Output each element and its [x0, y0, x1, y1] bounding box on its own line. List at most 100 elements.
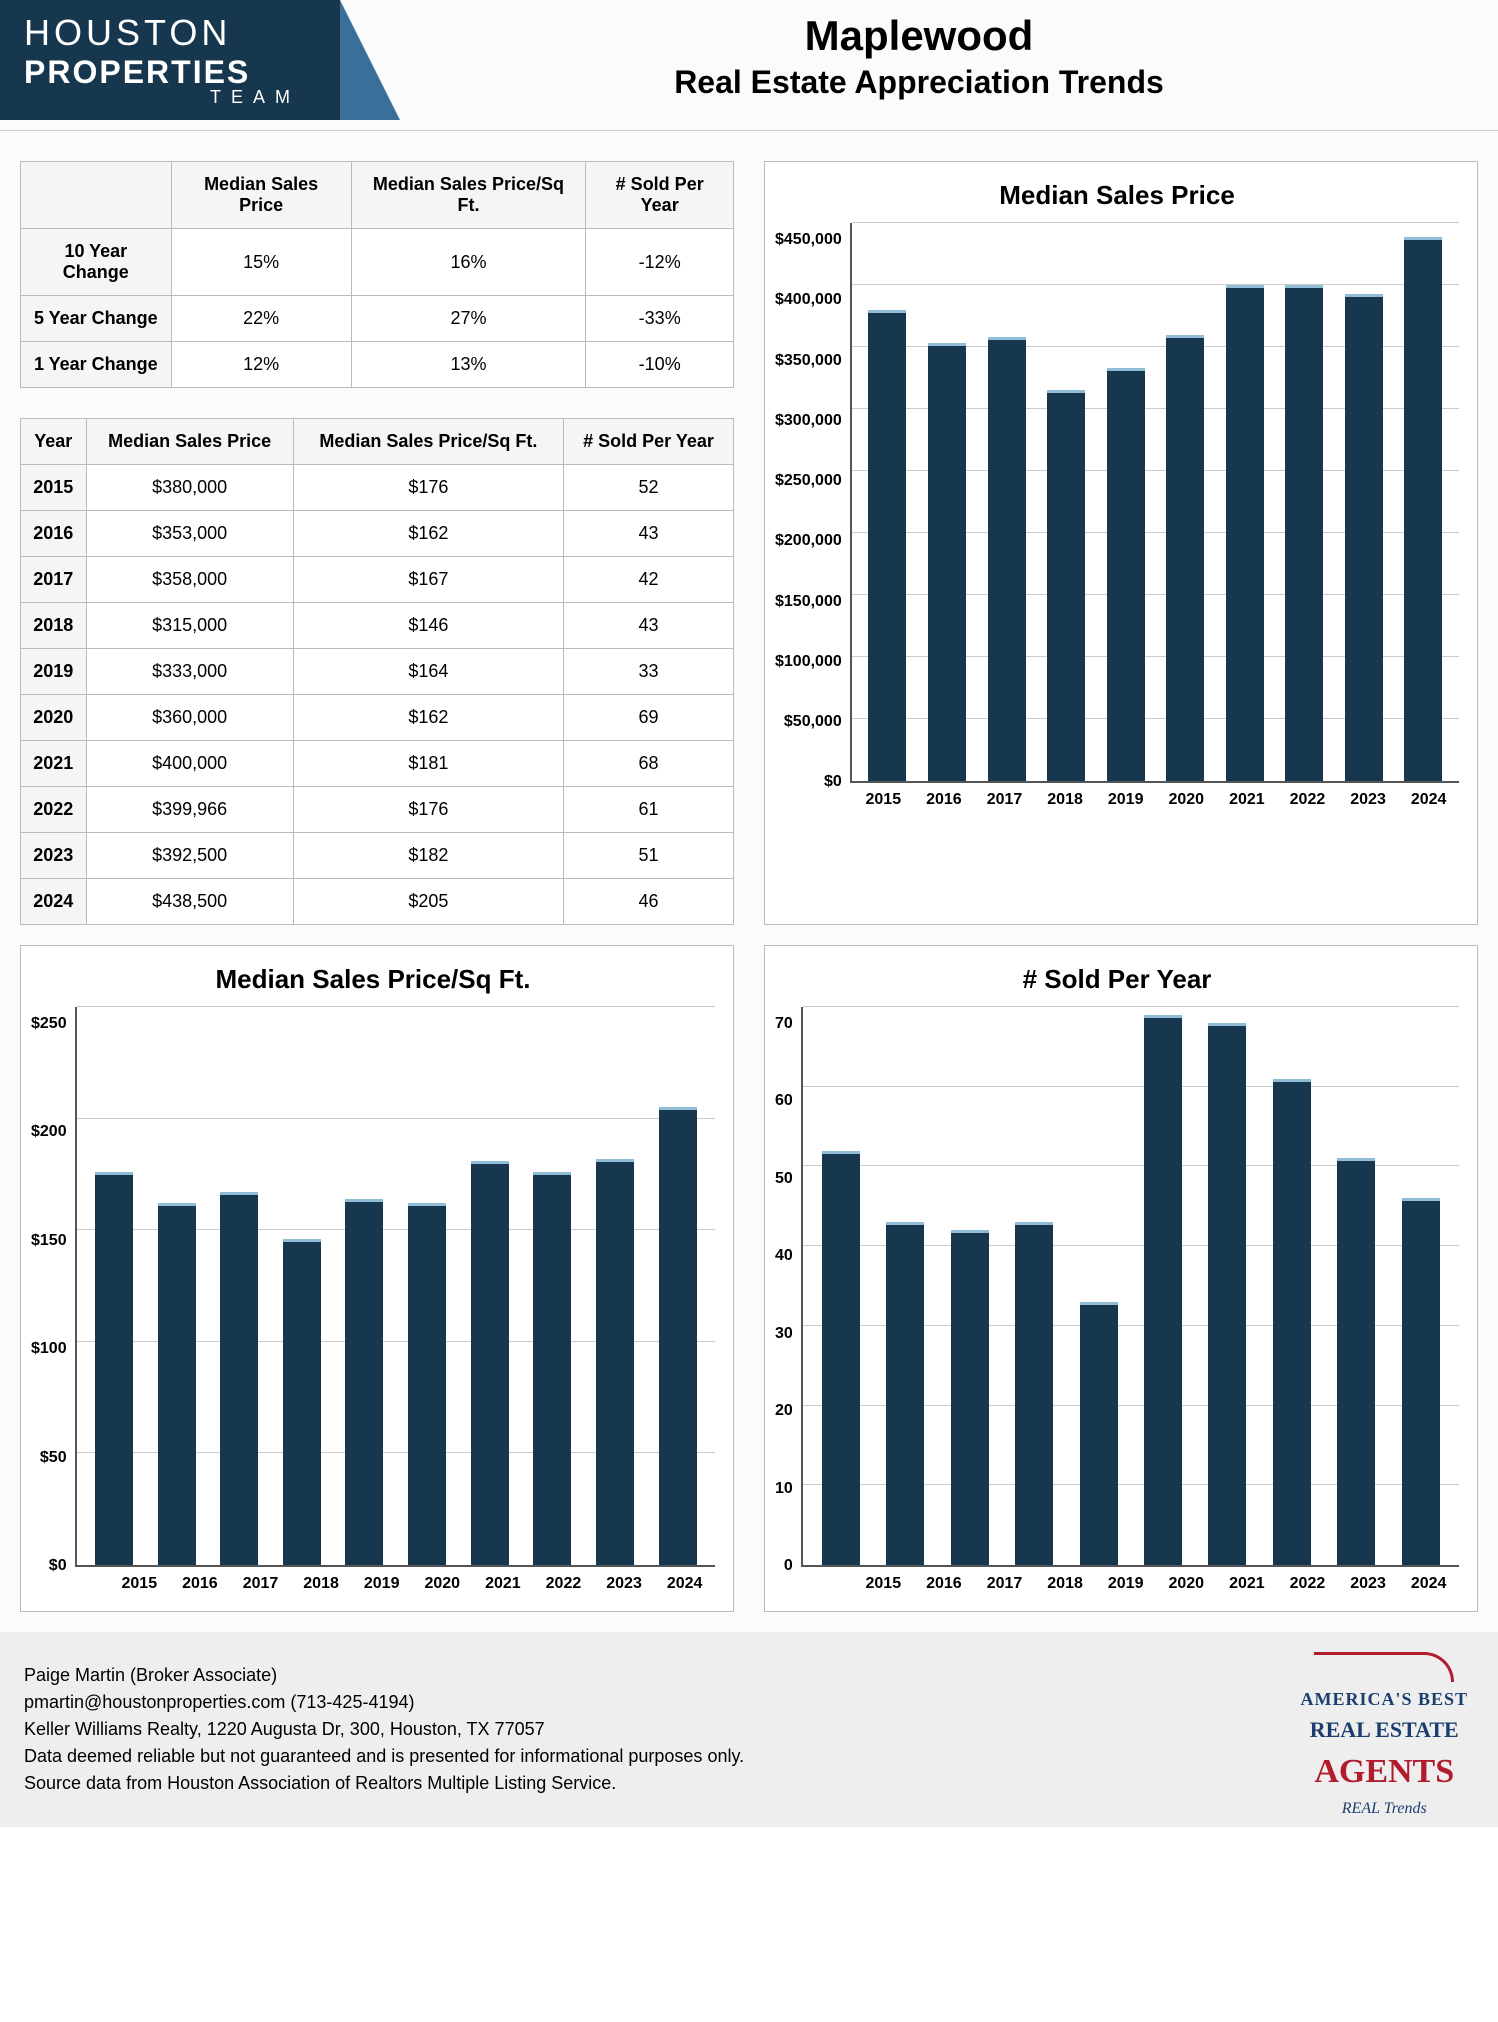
- chart-x-tick-label: 2024: [654, 1575, 715, 1593]
- chart-y-tick-label: 70: [775, 1016, 793, 1034]
- summary-table-row: 1 Year Change12%13%-10%: [21, 342, 734, 388]
- yearly-table-cell: 2021: [21, 741, 87, 787]
- chart-bar: [928, 343, 966, 781]
- chart-bar: [1166, 335, 1204, 781]
- chart-x-axis: 2015201620172018201920202021202220232024: [775, 1575, 1459, 1593]
- chart-bar: [659, 1107, 697, 1565]
- yearly-table-cell: $146: [293, 603, 563, 649]
- chart-x-tick-label: 2021: [1217, 791, 1278, 809]
- chart-y-axis: $0$50$100$150$200$250: [31, 1007, 75, 1567]
- yearly-table-cell: $353,000: [86, 511, 293, 557]
- yearly-table-row: 2020$360,000$16269: [21, 695, 734, 741]
- chart-y-tick-label: $50: [40, 1450, 67, 1468]
- yearly-table-row: 2023$392,500$18251: [21, 833, 734, 879]
- chart-bar: [1404, 237, 1442, 781]
- chart-gridline: [803, 1006, 1459, 1007]
- chart-x-axis: 2015201620172018201920202021202220232024: [31, 1575, 715, 1593]
- chart-bar: [988, 337, 1026, 781]
- footer-address: Keller Williams Realty, 1220 Augusta Dr,…: [24, 1716, 1474, 1743]
- chart-x-tick-label: 2020: [1156, 791, 1217, 809]
- chart-x-tick-label: 2017: [974, 791, 1035, 809]
- chart-x-tick-label: 2022: [1277, 1575, 1338, 1593]
- chart-y-tick-label: $100: [31, 1341, 67, 1359]
- chart-body: 010203040506070: [775, 1007, 1459, 1567]
- yearly-table-cell: 43: [564, 603, 734, 649]
- chart-y-axis: 010203040506070: [775, 1007, 801, 1567]
- footer-contact: pmartin@houstonproperties.com (713-425-4…: [24, 1689, 1474, 1716]
- logo-line-3: TEAM: [24, 87, 340, 108]
- chart-y-tick-label: $350,000: [775, 352, 842, 370]
- chart-x-tick-label: 2016: [170, 1575, 231, 1593]
- chart-gridline: [852, 222, 1459, 223]
- chart-x-tick-label: 2024: [1398, 1575, 1459, 1593]
- chart-bar: [471, 1161, 509, 1565]
- yearly-table-header: Year: [21, 419, 87, 465]
- summary-table-cell: 12%: [171, 342, 351, 388]
- chart-x-tick-label: 2018: [1035, 1575, 1096, 1593]
- chart-x-tick-label: 2015: [853, 791, 914, 809]
- chart-x-tick-label: 2020: [1156, 1575, 1217, 1593]
- chart-x-tick-label: 2015: [853, 1575, 914, 1593]
- chart-title: # Sold Per Year: [775, 964, 1459, 995]
- yearly-table-cell: 2015: [21, 465, 87, 511]
- yearly-table-cell: 51: [564, 833, 734, 879]
- yearly-table-cell: $392,500: [86, 833, 293, 879]
- yearly-table-header: Median Sales Price: [86, 419, 293, 465]
- footer: Paige Martin (Broker Associate) pmartin@…: [0, 1632, 1498, 1827]
- yearly-table-cell: $176: [293, 465, 563, 511]
- americas-best-agents-logo: AMERICA'S BEST REAL ESTATE AGENTS REAL T…: [1300, 1652, 1468, 1821]
- chart-bar: [1208, 1023, 1246, 1565]
- yearly-table-cell: $164: [293, 649, 563, 695]
- left-tables-column: Median Sales PriceMedian Sales Price/Sq …: [20, 161, 734, 925]
- chart-y-tick-label: $0: [824, 774, 842, 792]
- yearly-table-cell: 2022: [21, 787, 87, 833]
- chart-y-tick-label: $100,000: [775, 654, 842, 672]
- yearly-data-table: YearMedian Sales PriceMedian Sales Price…: [20, 418, 734, 925]
- chart-bar: [1226, 285, 1264, 781]
- chart-bar: [283, 1239, 321, 1565]
- chart-gridline: [852, 284, 1459, 285]
- summary-table-header: [21, 162, 172, 229]
- chart-y-axis: $0$50,000$100,000$150,000$200,000$250,00…: [775, 223, 850, 783]
- chart-x-tick-label: 2023: [594, 1575, 655, 1593]
- chart-y-tick-label: $50,000: [784, 714, 842, 732]
- yearly-table-cell: 33: [564, 649, 734, 695]
- chart-y-tick-label: $150,000: [775, 593, 842, 611]
- summary-table-cell: 5 Year Change: [21, 296, 172, 342]
- summary-table-header: Median Sales Price: [171, 162, 351, 229]
- chart-y-tick-label: 60: [775, 1093, 793, 1111]
- chart-bar: [1015, 1222, 1053, 1565]
- agent-logo-line-3: AGENTS: [1300, 1746, 1468, 1797]
- yearly-table-cell: $315,000: [86, 603, 293, 649]
- yearly-table-cell: 52: [564, 465, 734, 511]
- chart-y-tick-label: $0: [49, 1558, 67, 1576]
- chart-y-tick-label: $450,000: [775, 232, 842, 250]
- chart-bar: [408, 1203, 446, 1565]
- yearly-table-cell: $333,000: [86, 649, 293, 695]
- summary-table-cell: 10 Year Change: [21, 229, 172, 296]
- summary-table-cell: 15%: [171, 229, 351, 296]
- chart-plot-area: [801, 1007, 1459, 1567]
- summary-table-cell: 22%: [171, 296, 351, 342]
- chart-x-tick-label: 2016: [914, 1575, 975, 1593]
- yearly-table-cell: 2016: [21, 511, 87, 557]
- chart-y-tick-label: 10: [775, 1481, 793, 1499]
- yearly-table-cell: $181: [293, 741, 563, 787]
- chart-bar: [822, 1151, 860, 1566]
- logo-line-2: PROPERTIES: [24, 54, 340, 91]
- chart-x-tick-label: 2021: [473, 1575, 534, 1593]
- chart-x-tick-label: 2017: [974, 1575, 1035, 1593]
- yearly-table-cell: 43: [564, 511, 734, 557]
- sold-per-year-chart: # Sold Per Year0102030405060702015201620…: [764, 945, 1478, 1612]
- chart-gridline: [77, 1118, 715, 1119]
- chart-bar: [868, 310, 906, 781]
- summary-table-header: # Sold Per Year: [586, 162, 734, 229]
- chart-x-tick-label: 2022: [533, 1575, 594, 1593]
- yearly-table-cell: $438,500: [86, 879, 293, 925]
- yearly-table-cell: $205: [293, 879, 563, 925]
- yearly-table-row: 2021$400,000$18168: [21, 741, 734, 787]
- chart-body: $0$50,000$100,000$150,000$200,000$250,00…: [775, 223, 1459, 783]
- chart-x-tick-label: 2016: [914, 791, 975, 809]
- yearly-table-row: 2015$380,000$17652: [21, 465, 734, 511]
- summary-table-cell: -33%: [586, 296, 734, 342]
